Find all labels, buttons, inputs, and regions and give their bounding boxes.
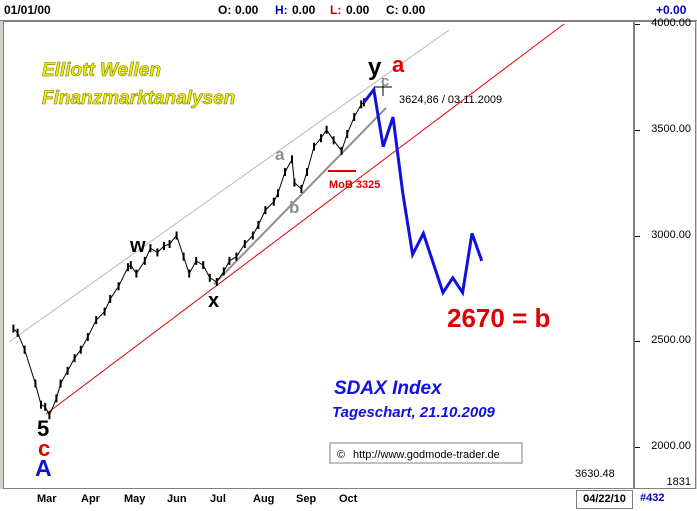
projection-line [362,85,484,297]
chart-counter: #432 [640,492,665,504]
change-value: +0.00 [656,3,687,17]
title-line-1: Elliott Wellen [42,60,161,81]
y-tick-mark [635,235,640,237]
mob-annotation: MoB 3325 [329,179,380,191]
high-label: H: [275,3,288,17]
wave-c-gray-label: c [381,73,389,90]
y-tick-mark [635,129,640,131]
high-annotation: 3624,86 / 03.11.2009 [399,94,502,106]
x-tick-label: Jul [210,493,226,505]
wave-a-red-label: a [392,52,405,77]
wave-b-gray-label: b [289,198,299,217]
x-tick-label: Apr [81,493,100,505]
chart-info: Tageschart, 21.10.2009 [332,404,496,421]
wave-A-blue-label: A [35,455,52,481]
header-date: 01/01/00 [4,3,51,17]
x-tick-label: May [124,493,146,505]
y-tick-mark [635,447,640,448]
wave-c-red-label: c [38,436,50,461]
close-value: 0.00 [402,3,426,17]
x-tick-label: Jun [167,493,187,505]
wave-x-label: x [208,290,219,312]
last-price: 3630.48 [575,468,615,480]
wave-w-label: w [129,235,146,257]
y-tick-label: 3500.00 [651,122,691,135]
website-box [329,442,523,464]
upper-channel-line [8,29,450,343]
target-annotation: 2670 = b [447,303,550,333]
gray-trend-line [213,107,387,285]
crosshair-marker [374,78,392,96]
y-tick-label: 2500.00 [651,334,691,347]
low-value: 0.00 [346,3,370,17]
ohlc-header: 01/01/00 O: 0.00 H: 0.00 L: 0.00 C: 0.00… [0,0,697,21]
time-axis[interactable]: Mar Apr May Jun Jul Aug Sep Oct 04/22/10 #432 [0,489,697,511]
price-series-line [13,101,365,417]
y-tick-mark [635,24,640,25]
price-candle [12,324,15,333]
y-tick-label: 2000.00 [651,440,691,452]
x-tick-label: Oct [339,493,358,505]
low-label: L: [330,3,342,17]
price-axis[interactable]: 2000.00 2500.00 3000.00 3500.00 4000.00 1831 [634,17,696,489]
red-channel-line [45,23,565,415]
plot-area[interactable]: Elliott Wellen Finanzmarktanalysen SDAX … [3,21,634,489]
open-label: O: [218,3,232,17]
website-link[interactable]: http://www.godmode-trader.de [353,449,500,461]
x-tick-label: Mar [37,493,57,505]
y-tick-mark [635,341,640,343]
date-box: 04/22/10 [576,490,633,509]
copyright-symbol: © [337,449,345,461]
close-label: C: [386,3,399,17]
wave-a-gray-label: a [275,145,285,164]
x-tick-label: Aug [253,493,275,505]
chart-svg: Elliott Wellen Finanzmarktanalysen SDAX … [8,23,615,481]
wave-y-label: y [368,54,382,81]
open-value: 0.00 [235,3,259,17]
title-line-2: Finanzmarktanalysen [42,88,235,109]
wave-5-label: 5 [37,416,49,441]
y-tick-label: 3000.00 [651,228,691,241]
index-name: SDAX Index [334,378,443,399]
y-tick-label: 4000.00 [651,17,691,29]
x-tick-label: Sep [296,493,317,505]
price-candles [12,98,365,420]
high-value: 0.00 [292,3,316,17]
axis-bottom-cut-label: 1831 [666,476,691,488]
